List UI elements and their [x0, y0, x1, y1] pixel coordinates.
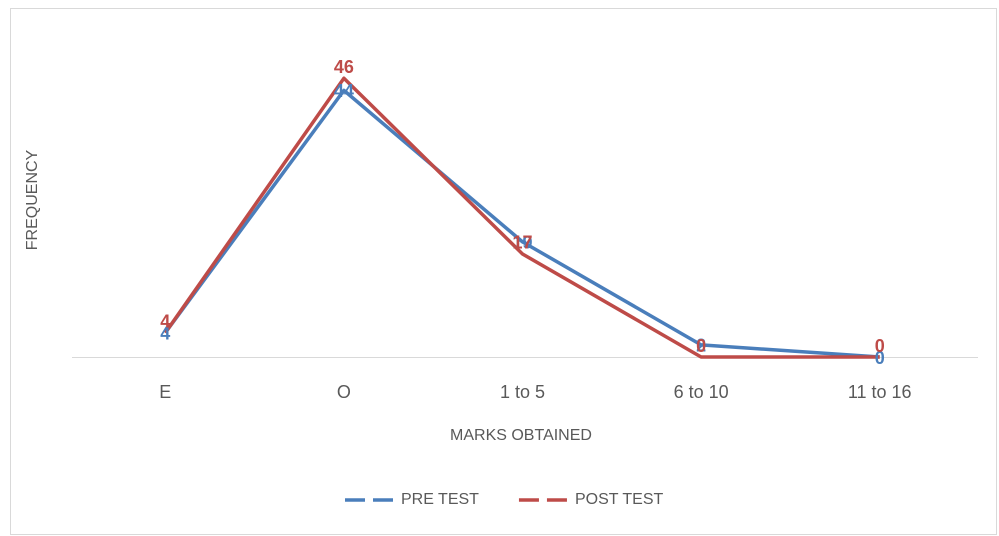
data-label: 2: [696, 336, 706, 356]
data-label: 4: [160, 312, 170, 332]
data-label: 4: [160, 324, 170, 344]
x-tick-label: 11 to 16: [848, 382, 912, 402]
data-label: 19: [512, 233, 532, 253]
data-label: 44: [334, 81, 354, 101]
chart-border: [10, 8, 997, 535]
x-tick-label: O: [337, 382, 351, 402]
series-line: [163, 88, 880, 359]
data-label: 0: [696, 336, 706, 356]
x-tick-label: E: [159, 382, 171, 402]
y-axis-title: FREQUENCY: [24, 149, 41, 250]
data-label: 0: [875, 348, 885, 368]
x-axis-title: MARKS OBTAINED: [450, 427, 592, 444]
x-tick-label: 6 to 10: [674, 382, 729, 402]
series-line: [163, 76, 880, 359]
data-label: 46: [334, 57, 354, 77]
legend-label: PRE TEST: [401, 491, 479, 508]
data-label: 17: [512, 233, 532, 253]
data-label: 0: [875, 336, 885, 356]
x-tick-label: 1 to 5: [500, 382, 545, 402]
legend-label: POST TEST: [575, 491, 664, 508]
